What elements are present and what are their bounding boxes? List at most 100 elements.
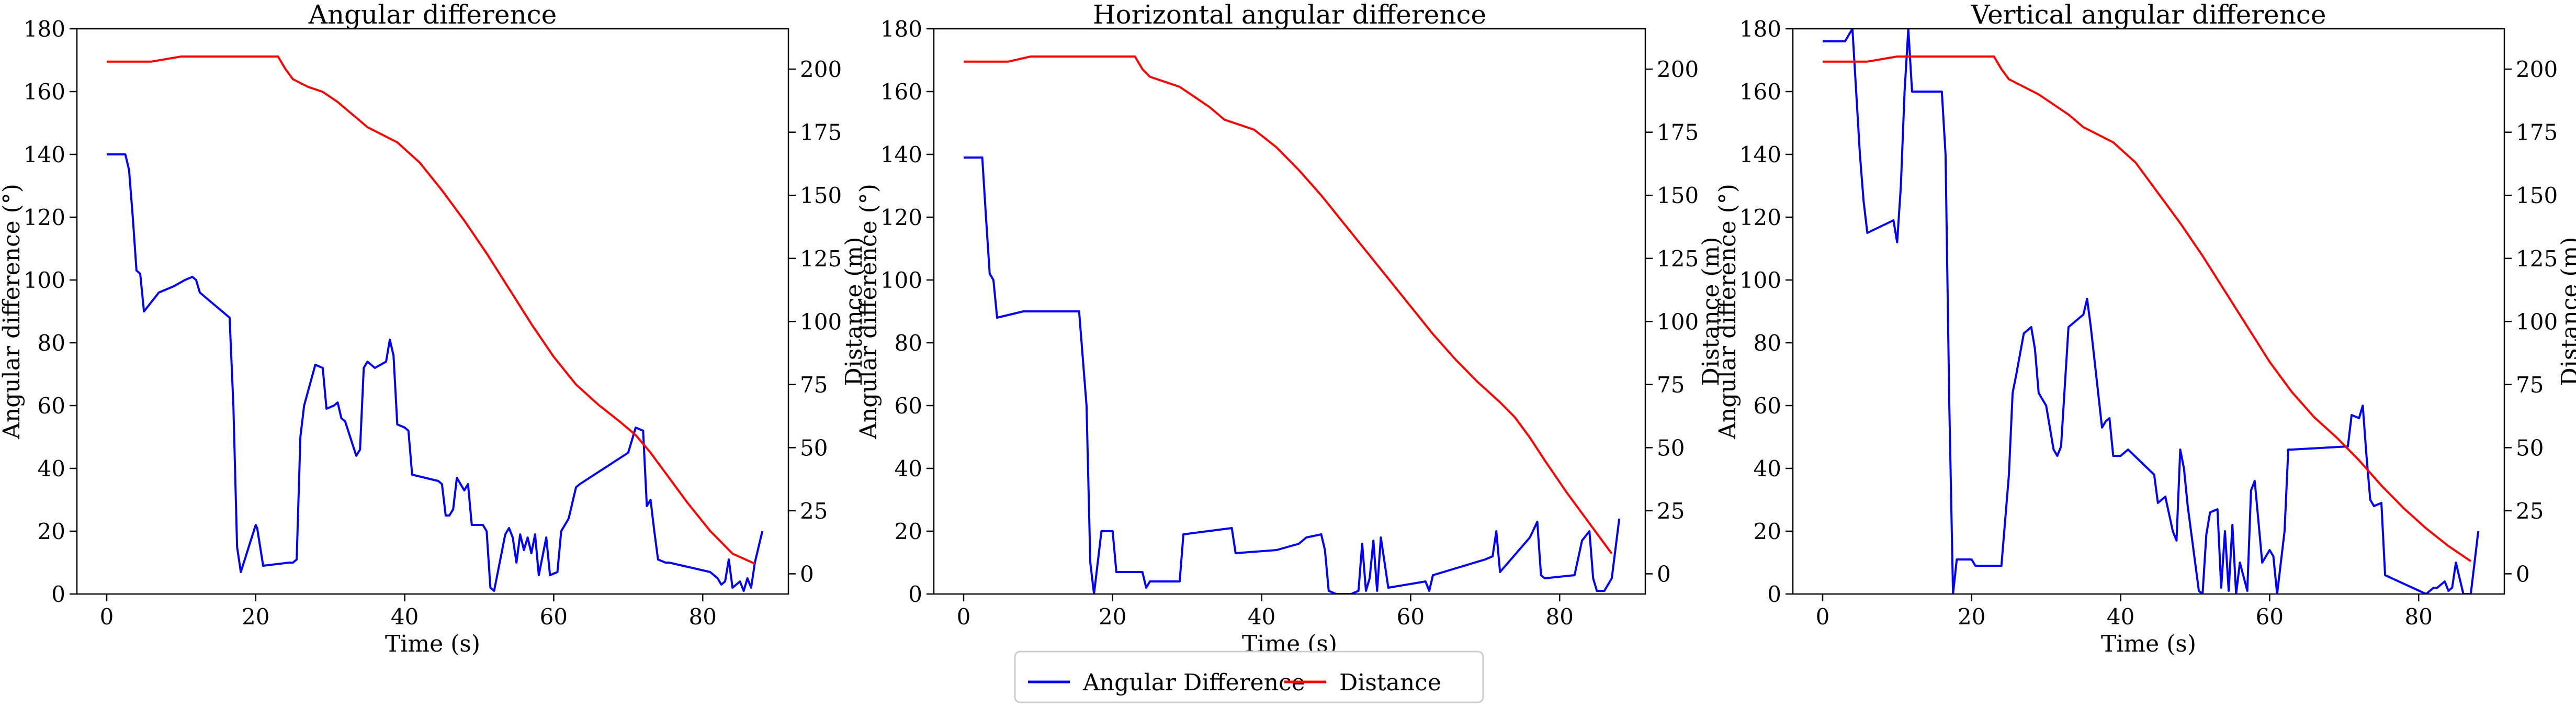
y-tick-label: 0 (1767, 581, 1781, 607)
y2-tick-label: 75 (1657, 372, 1685, 398)
y2-tick-label: 0 (800, 561, 814, 587)
plot-frame (76, 28, 789, 595)
y2-tick-label: 175 (2516, 120, 2558, 145)
chart-angular: Angular difference 0 20 40 60 80 0 20 40 60 80 100… (0, 0, 867, 657)
y2-tick-label: 175 (800, 120, 842, 145)
y-tick-label: 60 (38, 393, 65, 419)
y2-tick-label: 150 (1657, 183, 1699, 208)
chart-title: Horizontal angular difference (1093, 0, 1486, 30)
y2-tick-label: 100 (800, 309, 842, 334)
y2-tick-label: 125 (1657, 246, 1699, 272)
y2-tick-label: 150 (800, 183, 842, 208)
y-tick-label: 100 (880, 267, 922, 293)
y-tick-label: 120 (1739, 205, 1781, 230)
x-tick-label: 0 (100, 604, 114, 630)
x-tick-label: 20 (242, 604, 269, 630)
x-tick-label: 60 (2256, 604, 2284, 630)
y2-tick-label: 200 (2516, 57, 2558, 82)
y-tick-label: 140 (24, 142, 65, 167)
y-tick-label: 100 (1739, 267, 1781, 293)
y-axis-label: Angular difference (°) (855, 184, 882, 440)
y2-tick-label: 25 (800, 498, 828, 524)
y-tick-label: 140 (880, 142, 922, 167)
y-axis-label: Angular difference (°) (1714, 184, 1741, 440)
y-tick-label: 120 (24, 205, 65, 230)
x-tick-label: 20 (1958, 604, 1985, 630)
y2-tick-label: 125 (800, 246, 842, 272)
x-tick-label: 60 (1397, 604, 1425, 630)
y2-tick-label: 25 (1657, 498, 1685, 524)
y-tick-label: 140 (1739, 142, 1781, 167)
x-tick-label: 60 (540, 604, 568, 630)
series-line-distance (964, 55, 1613, 555)
y-tick-label: 60 (895, 393, 922, 419)
y-tick-label: 160 (880, 79, 922, 105)
y2-tick-label: 200 (1657, 57, 1699, 82)
y-tick-label: 80 (895, 330, 922, 356)
y-tick-label: 20 (1754, 519, 1781, 544)
series-line-angular-difference (964, 156, 1621, 594)
y2-tick-label: 0 (1657, 561, 1671, 587)
x-tick-label: 40 (391, 604, 419, 630)
chart-vertical: Vertical angular difference 0 20 40 60 80 0 20… (1714, 0, 2576, 657)
x-axis-label: Time (s) (385, 631, 480, 657)
x-tick-label: 0 (957, 604, 971, 630)
y2-tick-label: 75 (2516, 372, 2544, 398)
y2-tick-label: 50 (800, 435, 828, 461)
legend-frame (1014, 651, 1484, 703)
y-tick-label: 100 (24, 267, 65, 293)
x-tick-label: 40 (2107, 604, 2134, 630)
plot-frame (933, 28, 1646, 595)
y2-axis-label: Distance (m) (1698, 237, 1724, 386)
legend-label-distance: Distance (1339, 669, 1441, 696)
series-line-distance (1823, 55, 2472, 562)
y-tick-label: 40 (895, 456, 922, 481)
y2-tick-label: 100 (1657, 309, 1699, 334)
y2-tick-label: 200 (800, 57, 842, 82)
y2-tick-label: 175 (1657, 120, 1699, 145)
y-tick-label: 40 (38, 456, 65, 481)
y2-tick-label: 75 (800, 372, 828, 398)
series-line-distance (107, 55, 755, 565)
y-axis-label: Angular difference (°) (0, 184, 25, 440)
x-tick-label: 20 (1099, 604, 1126, 630)
y2-tick-label: 100 (2516, 309, 2558, 334)
y-tick-label: 160 (1739, 79, 1781, 105)
y-tick-label: 180 (1739, 16, 1781, 42)
y2-axis-label: Distance (m) (2557, 237, 2576, 386)
x-tick-label: 40 (1248, 604, 1275, 630)
y-tick-label: 20 (38, 519, 65, 544)
y2-tick-label: 50 (1657, 435, 1685, 461)
x-tick-label: 80 (1546, 604, 1574, 630)
legend-label-angular: Angular Difference (1082, 669, 1305, 696)
chart-title: Vertical angular difference (1970, 0, 2326, 30)
x-tick-label: 80 (2405, 604, 2433, 630)
y2-tick-label: 0 (2516, 561, 2530, 587)
x-tick-label: 0 (1816, 604, 1830, 630)
y2-tick-label: 150 (2516, 183, 2558, 208)
y-tick-label: 160 (24, 79, 65, 105)
y-tick-label: 0 (908, 581, 922, 607)
y-tick-label: 120 (880, 205, 922, 230)
y-tick-label: 180 (24, 16, 65, 42)
y-tick-label: 0 (51, 581, 65, 607)
plot-frame (1792, 28, 2505, 595)
y-tick-label: 80 (1754, 330, 1781, 356)
y2-tick-label: 125 (2516, 246, 2558, 272)
y2-axis-label: Distance (m) (841, 237, 867, 386)
legend: Angular Difference Distance (1014, 651, 1484, 703)
series-line-angular-difference (107, 153, 764, 592)
y2-tick-label: 50 (2516, 435, 2544, 461)
series-line-angular-difference (1823, 29, 2480, 594)
y-tick-label: 80 (38, 330, 65, 356)
x-axis-label: Time (s) (2101, 631, 2196, 657)
y-tick-label: 60 (1754, 393, 1781, 419)
y-tick-label: 20 (895, 519, 922, 544)
y-tick-label: 40 (1754, 456, 1781, 481)
y2-tick-label: 25 (2516, 498, 2544, 524)
chart-horizontal: Horizontal angular difference 0 20 40 60 80 0… (855, 0, 1724, 657)
x-tick-label: 80 (689, 604, 717, 630)
chart-title: Angular difference (308, 0, 557, 30)
y-tick-label: 180 (880, 16, 922, 42)
